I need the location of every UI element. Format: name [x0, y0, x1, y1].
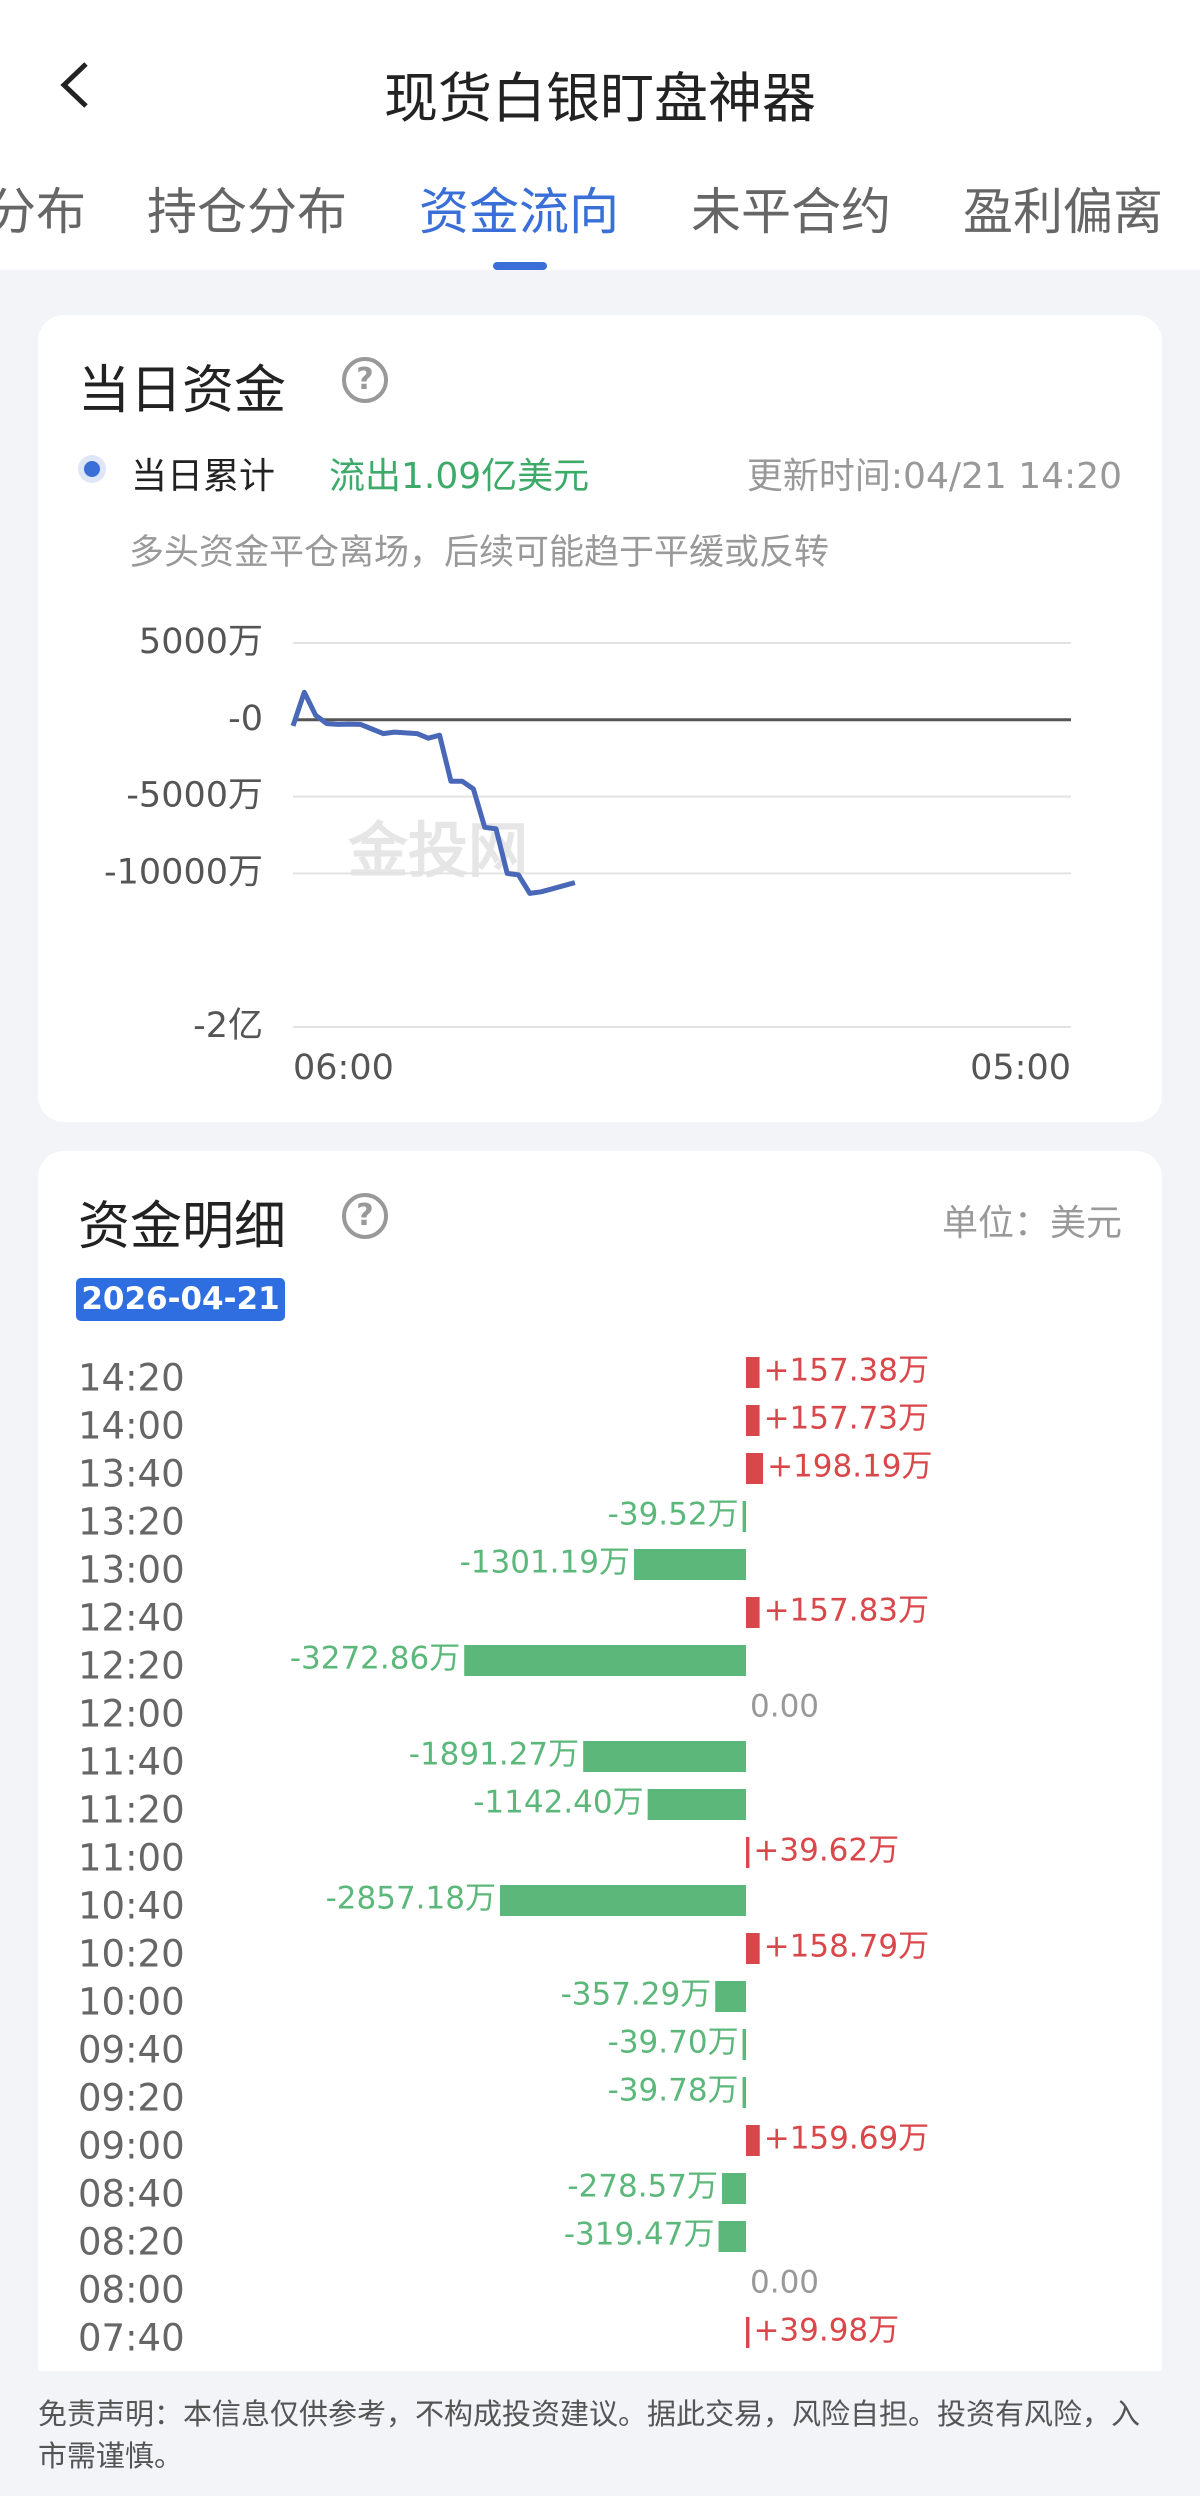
x-tick-label: 06:00	[293, 1048, 394, 1088]
time-label: 10:00	[78, 1981, 185, 2024]
value-label: -1891.27万	[409, 1737, 579, 1773]
time-label: 08:20	[78, 2221, 185, 2264]
value-label: +39.98万	[753, 2313, 899, 2349]
value-label: +157.73万	[764, 1401, 929, 1437]
time-label: 09:00	[78, 2125, 185, 2168]
time-label: 12:20	[78, 1645, 185, 1688]
date-badge: 2026-04-21	[76, 1278, 285, 1321]
bar	[742, 2077, 746, 2108]
time-label: 08:00	[78, 2269, 185, 2312]
bar	[583, 1741, 746, 1772]
back-button[interactable]	[56, 60, 96, 110]
bar	[746, 2317, 750, 2348]
daily-card: 当日资金 ? 当日累计 流出1.09亿美元 更新时间:04/21 14:20 多…	[38, 315, 1162, 1122]
y-tick-label: -2亿	[193, 1006, 263, 1046]
bar	[746, 1837, 750, 1868]
summary: 流出1.09亿美元	[329, 456, 590, 497]
tab-active[interactable]: 资金流向	[419, 183, 619, 241]
value-label: -357.29万	[561, 1977, 712, 2013]
value-label: +39.62万	[753, 1833, 899, 1869]
bar	[742, 2029, 746, 2060]
y-tick-label: -10000万	[104, 852, 263, 892]
value-label: -1301.19万	[460, 1545, 630, 1581]
disclaimer: 免责声明：本信息仅供参考，不构成投资建议。据此交易，风险自担。投资有风险，入市需…	[38, 2397, 1141, 2473]
time-label: 12:40	[78, 1597, 185, 1640]
tab[interactable]: 盈利偏离	[963, 183, 1163, 241]
time-label: 09:40	[78, 2029, 185, 2072]
value-label: -2857.18万	[326, 1881, 496, 1917]
y-tick-label: 5000万	[139, 622, 263, 662]
value-label: 0.00	[750, 1689, 819, 1725]
bar	[718, 2221, 746, 2252]
time-label: 07:40	[78, 2317, 185, 2360]
value-label: -278.57万	[567, 2169, 718, 2205]
tab-indicator	[493, 262, 547, 270]
note: 多头资金平仓离场，后续可能趋于平缓或反转	[129, 533, 830, 573]
bar	[746, 1933, 760, 1964]
time-label: 11:40	[78, 1741, 185, 1784]
tab[interactable]: 分布	[0, 183, 86, 241]
value-label: +158.79万	[764, 1929, 929, 1965]
time-label: 13:00	[78, 1549, 185, 1592]
value-label: -3272.86万	[290, 1641, 460, 1677]
y-tick-label: -0	[228, 699, 263, 739]
time-label: 11:00	[78, 1837, 185, 1880]
value-label: -39.70万	[608, 2025, 739, 2061]
time-label: 12:00	[78, 1693, 185, 1736]
bar	[633, 1549, 746, 1580]
bar	[746, 1405, 760, 1436]
value-label: -1142.40万	[473, 1785, 643, 1821]
time-label: 14:00	[78, 1405, 185, 1448]
time-label: 09:20	[78, 2077, 185, 2120]
value-label: -39.52万	[608, 1497, 739, 1533]
time-label: 14:20	[78, 1357, 185, 1400]
value-label: -39.78万	[608, 2073, 739, 2109]
tab[interactable]: 未平合约	[691, 183, 891, 241]
legend-label: 当日累计	[131, 456, 276, 497]
bar	[715, 1981, 746, 2012]
value-label: 0.00	[750, 2265, 819, 2301]
bar	[746, 1357, 760, 1388]
detail-card: 资金明细 ? 单位：美元 2026-04-21 14:20 +157.38万 14:…	[38, 1151, 1162, 2451]
time-label: 08:40	[78, 2173, 185, 2216]
help-icon[interactable]: ?	[342, 1193, 388, 1239]
bar	[742, 1501, 746, 1532]
unit: 单位：美元	[941, 1203, 1122, 1244]
value-label: -319.47万	[564, 2217, 715, 2253]
time-label: 10:40	[78, 1885, 185, 1928]
bar	[464, 1645, 746, 1676]
bar	[746, 2125, 760, 2156]
bar-chart: 14:20 +157.38万 14:00 +157.73万 13:40 +198.19万 1…	[78, 1353, 933, 2360]
bar	[746, 1597, 760, 1628]
value-label: +198.19万	[767, 1449, 932, 1485]
page-title: 现货白银盯盘神器	[384, 67, 816, 130]
value-label: +157.38万	[764, 1353, 929, 1389]
value-label: +157.83万	[764, 1593, 929, 1629]
bar	[722, 2173, 746, 2204]
line-series	[290, 689, 576, 896]
help-icon[interactable]: ?	[342, 357, 388, 403]
x-tick-label: 05:00	[970, 1048, 1071, 1088]
update-time: 更新时间:04/21 14:20	[746, 456, 1122, 497]
time-label: 11:20	[78, 1789, 185, 1832]
value-label: +159.69万	[764, 2121, 929, 2157]
bar	[499, 1885, 746, 1916]
card-title: 当日资金	[78, 361, 287, 421]
bar	[647, 1789, 746, 1820]
y-tick-label: -5000万	[126, 776, 263, 816]
footer: 免责声明：本信息仅供参考，不构成投资建议。据此交易，风险自担。投资有风险，入市需…	[0, 2371, 1200, 2496]
header: 现货白银盯盘神器 分布 持仓分布 资金流向 未平合约 盈利偏离	[0, 0, 1200, 270]
tab[interactable]: 持仓分布	[147, 183, 347, 241]
time-label: 13:40	[78, 1453, 185, 1496]
legend-dot	[78, 455, 106, 483]
card-title: 资金明细	[78, 1197, 287, 1257]
time-label: 10:20	[78, 1933, 185, 1976]
bar	[746, 1453, 764, 1484]
time-label: 13:20	[78, 1501, 185, 1544]
